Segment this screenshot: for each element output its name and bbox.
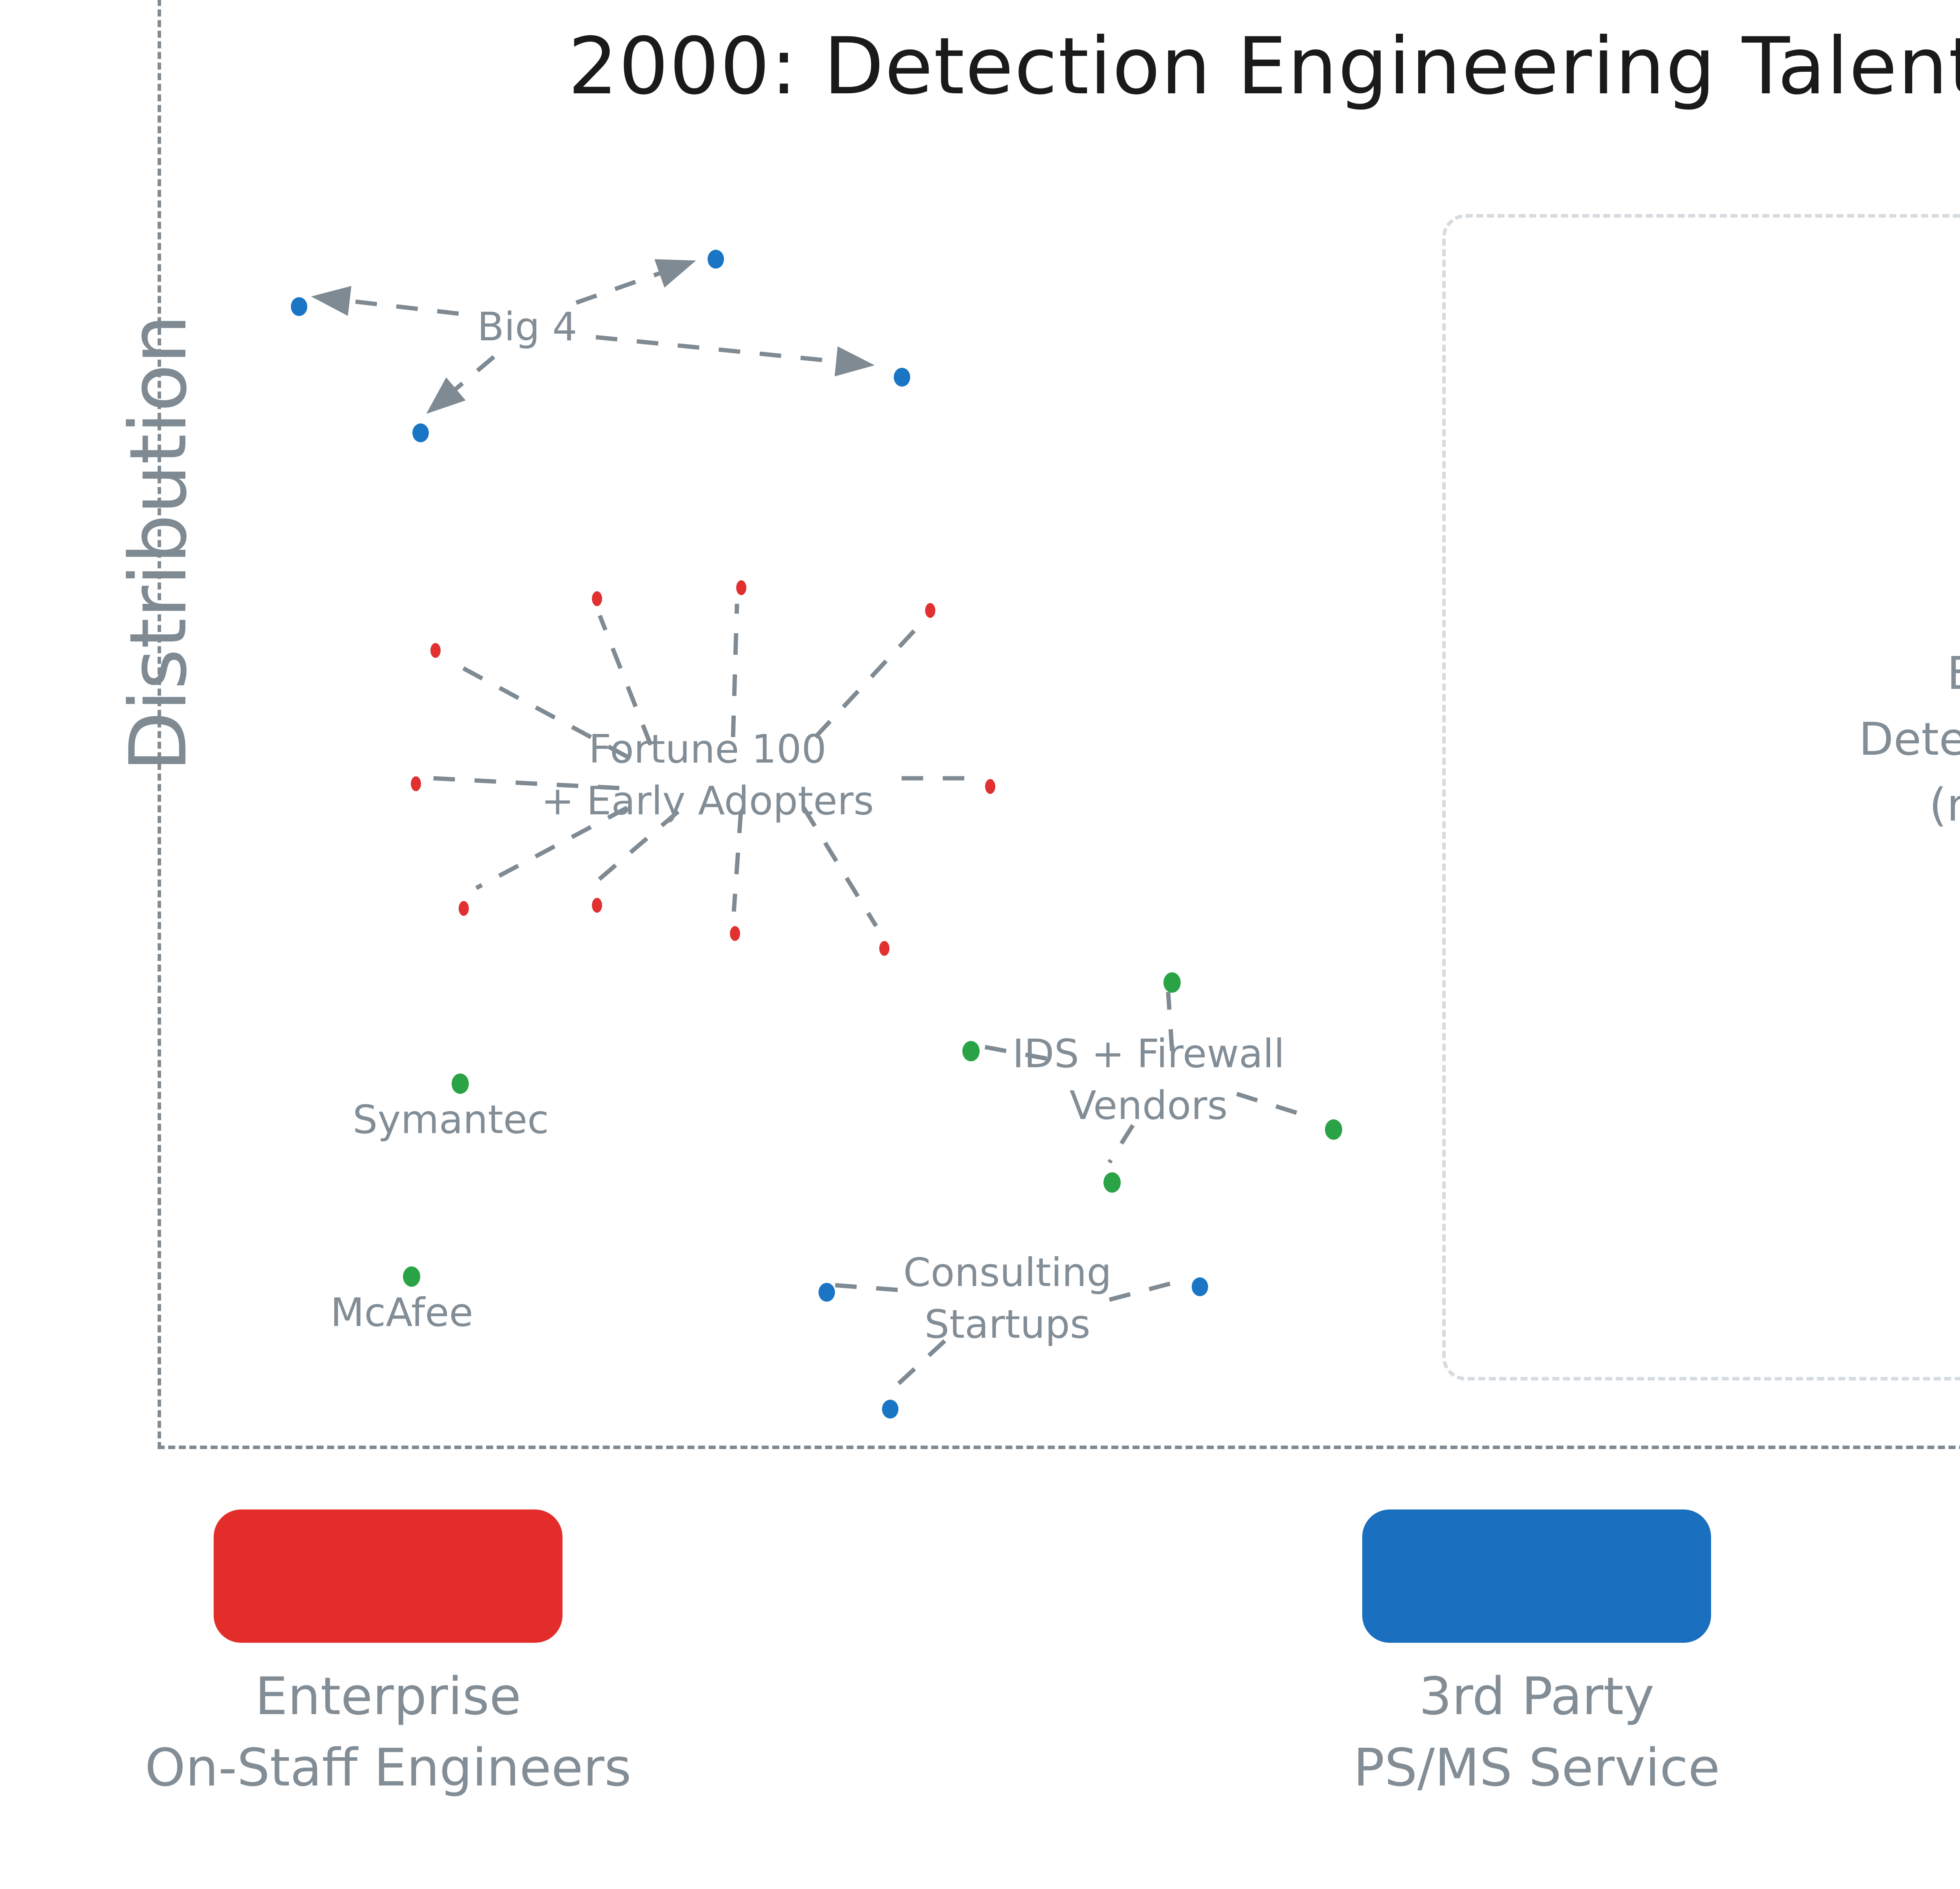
data-point-big4[interactable]	[291, 297, 307, 316]
data-point-mcafee[interactable]	[403, 1266, 420, 1287]
data-point-fortune100[interactable]	[925, 603, 935, 618]
data-point-big4[interactable]	[412, 423, 429, 442]
data-point-ids-firewall[interactable]	[962, 1041, 980, 1061]
data-point-fortune100[interactable]	[430, 643, 441, 658]
cluster-label-symantec: Symantec	[352, 1097, 549, 1142]
data-point-fortune100[interactable]	[879, 941, 889, 956]
data-point-ids-firewall[interactable]	[1325, 1119, 1342, 1140]
legend-label-third-party-ps-ms-service: 3rd Party PS/MS Service	[1353, 1666, 1720, 1798]
y-axis-label: Distribution	[113, 314, 204, 772]
data-point-fortune100[interactable]	[592, 591, 602, 606]
data-point-fortune100[interactable]	[736, 580, 746, 595]
data-point-fortune100[interactable]	[985, 779, 995, 794]
data-point-symantec[interactable]	[452, 1073, 469, 1094]
legend-swatch-blue	[1362, 1509, 1711, 1643]
data-point-consulting[interactable]	[882, 1400, 898, 1419]
legend-label-enterprise-on-staff-engineers: Enterprise On-Staff Engineers	[145, 1666, 632, 1798]
cluster-label-consulting: Consulting Startups	[903, 1250, 1112, 1347]
legend-item-third-party-ps-ms-service[interactable]: 3rd Party PS/MS Service	[1145, 1509, 1929, 1804]
data-point-ids-firewall[interactable]	[1103, 1172, 1121, 1193]
page-title: 2000: Detection Engineering Talent	[568, 21, 1960, 112]
cluster-label-fortune100: Fortune 100 + Early Adopters	[541, 726, 874, 824]
legend-swatch-red	[214, 1509, 563, 1643]
cluster-label-ids-firewall: IDS + Firewall Vendors	[1012, 1031, 1285, 1128]
data-point-fortune100[interactable]	[592, 898, 602, 913]
cluster-label-big4: Big 4	[477, 304, 577, 350]
cluster-label-mcafee: McAfee	[330, 1290, 474, 1335]
legend-item-enterprise-on-staff-engineers[interactable]: Enterprise On-Staff Engineers	[0, 1509, 780, 1804]
data-point-fortune100[interactable]	[730, 926, 740, 941]
data-point-big4[interactable]	[708, 250, 724, 269]
zero-talent-note: Enterprises with zero Detection Engineer…	[1858, 647, 1960, 832]
data-point-fortune100[interactable]	[459, 901, 469, 916]
data-point-fortune100[interactable]	[411, 776, 421, 791]
legend: Enterprise On-Staff Engineers 3rd Party …	[0, 1509, 1960, 1886]
data-point-consulting[interactable]	[818, 1283, 835, 1302]
zero-talent-region: Enterprises with zero Detection Engineer…	[1442, 214, 1960, 1380]
data-point-consulting[interactable]	[1192, 1277, 1208, 1296]
data-point-big4[interactable]	[894, 368, 910, 387]
data-point-ids-firewall[interactable]	[1163, 972, 1181, 993]
